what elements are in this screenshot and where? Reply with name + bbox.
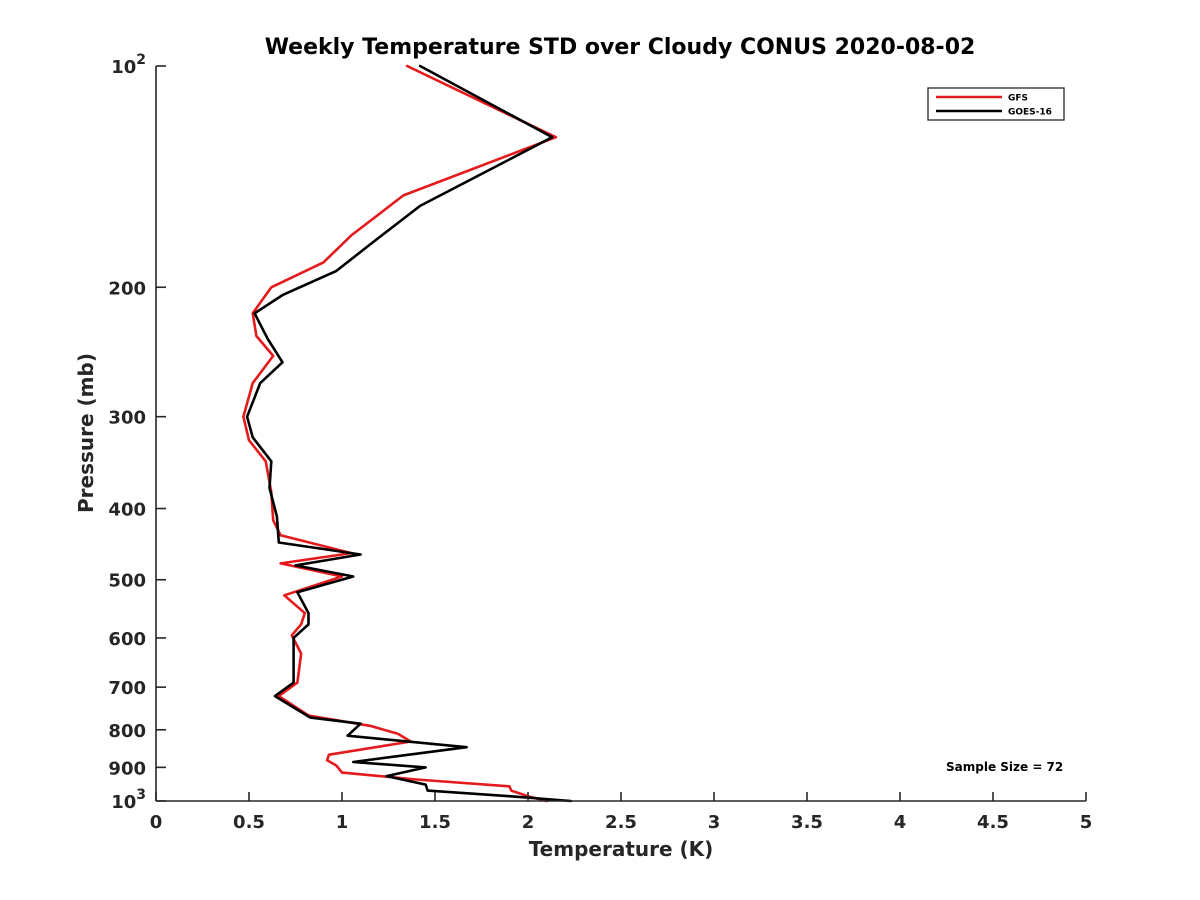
x-axis-label: Temperature (K): [529, 837, 714, 861]
x-axis-ticks: 0 0.5 1 1.5 2 2.5 3 3.5 4 4.5 5: [150, 792, 1093, 833]
legend-box: [927, 87, 1065, 121]
series-line-gfs: [242, 64, 558, 803]
y-axis-ticks: 102 200 300 400 500 600 700 800 900 103: [108, 52, 166, 813]
y-tick-label: 800: [108, 721, 146, 742]
y-tick-label: 103: [111, 787, 146, 813]
y-tick-label: 400: [108, 500, 146, 521]
y-tick-label: 700: [108, 678, 146, 699]
chart-title: Weekly Temperature STD over Cloudy CONUS…: [265, 35, 976, 60]
series-line-goes-16: [245, 64, 573, 803]
legend-label-goes-16: GOES-16: [1008, 108, 1052, 118]
x-tick-label: 1.5: [419, 812, 451, 833]
x-tick-label: 0: [150, 812, 163, 833]
series-layer: [242, 64, 573, 803]
plot-area: 0 0.5 1 1.5 2 2.5 3 3.5 4 4.5 5 102 200 300 400 500 600…: [108, 52, 1092, 833]
x-tick-label: 5: [1080, 812, 1093, 833]
legend: GFS GOES-16: [927, 87, 1065, 121]
x-tick-label: 1: [336, 812, 349, 833]
x-tick-label: 0.5: [233, 812, 265, 833]
y-tick-label: 500: [108, 571, 146, 592]
x-tick-label: 3: [708, 812, 721, 833]
y-tick-label: 102: [111, 52, 146, 78]
y-tick-label: 200: [108, 278, 146, 299]
y-tick-label: 600: [108, 629, 146, 650]
y-tick-label: 900: [108, 758, 146, 779]
y-axis-label: Pressure (mb): [74, 353, 98, 513]
legend-entries: GFS GOES-16: [936, 94, 1052, 118]
x-tick-label: 2: [522, 812, 535, 833]
legend-label-gfs: GFS: [1008, 94, 1028, 104]
y-tick-label: 300: [108, 408, 146, 429]
x-tick-label: 4.5: [977, 812, 1009, 833]
x-tick-label: 2.5: [605, 812, 637, 833]
sample-size-annotation: Sample Size = 72: [946, 760, 1063, 774]
x-tick-label: 4: [894, 812, 907, 833]
x-tick-label: 3.5: [791, 812, 823, 833]
